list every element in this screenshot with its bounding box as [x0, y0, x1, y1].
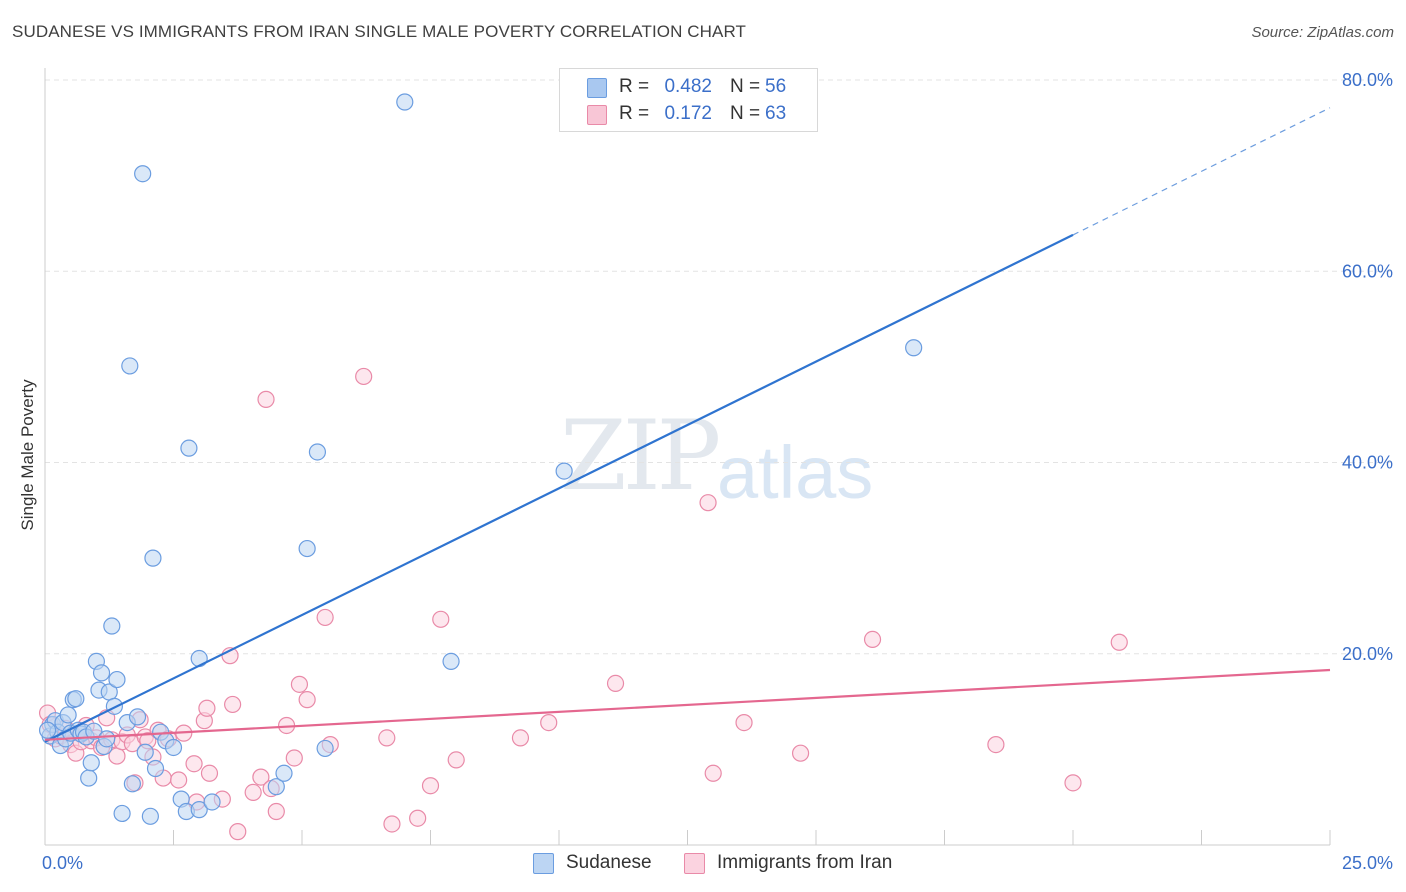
point-sudanese	[141, 807, 159, 825]
point-iran	[355, 367, 373, 386]
legend-swatch-iran	[684, 853, 705, 874]
legend-swatch-sudanese	[587, 78, 607, 98]
point-sudanese	[82, 754, 100, 772]
point-iran	[511, 729, 530, 747]
point-sudanese	[275, 764, 293, 782]
point-sudanese	[103, 617, 121, 635]
point-iran	[383, 815, 401, 833]
point-iran	[699, 494, 717, 512]
y-tick-label: 40.0%	[1342, 453, 1393, 473]
point-sudanese	[396, 93, 414, 111]
point-sudanese	[59, 706, 77, 724]
y-axis-label: Single Male Poverty	[18, 379, 37, 531]
legend-label: Immigrants from Iran	[717, 852, 893, 873]
point-iran	[1064, 774, 1082, 792]
point-iran	[378, 729, 396, 747]
legend-r-value: 0.172	[664, 103, 712, 124]
point-sudanese	[905, 339, 923, 357]
chart-title: SUDANESE VS IMMIGRANTS FROM IRAN SINGLE …	[12, 22, 747, 41]
point-sudanese	[144, 549, 162, 567]
point-sudanese	[267, 778, 285, 796]
legend-n-label: N =	[730, 103, 761, 124]
point-iran	[290, 675, 309, 693]
watermark-zip: ZIP	[560, 400, 721, 512]
point-iran	[252, 768, 270, 786]
point-iran	[735, 713, 753, 732]
point-iran	[229, 823, 247, 841]
point-iran	[224, 695, 242, 714]
point-sudanese	[98, 730, 116, 748]
point-iran	[285, 749, 303, 767]
point-iran	[185, 755, 203, 773]
point-sudanese	[123, 775, 141, 793]
legend-label: Sudanese	[566, 852, 652, 873]
trendline-sudanese-extension	[1072, 107, 1331, 236]
watermark-atlas: atlas	[717, 431, 874, 514]
point-sudanese	[108, 670, 126, 689]
point-iran	[298, 691, 316, 709]
point-sudanese	[136, 743, 154, 761]
point-iran	[257, 390, 275, 408]
point-iran	[200, 764, 219, 782]
point-sudanese	[80, 769, 98, 787]
legend-row-sudanese: R = 0.482 N = 56	[560, 75, 817, 101]
point-iran	[606, 674, 625, 692]
x-tick-label: 0.0%	[42, 853, 83, 873]
point-iran	[198, 699, 216, 717]
point-iran	[540, 713, 558, 732]
point-iran	[409, 809, 427, 827]
point-iran	[432, 610, 450, 628]
point-sudanese	[298, 539, 316, 558]
point-sudanese	[134, 165, 152, 183]
point-iran	[704, 764, 722, 782]
point-sudanese	[190, 801, 208, 819]
point-sudanese	[180, 439, 198, 457]
point-sudanese	[67, 690, 85, 708]
point-iran	[447, 751, 465, 769]
legend-row-iran: R = 0.172 N = 63	[560, 102, 817, 128]
legend-swatch-iran	[587, 105, 607, 125]
point-iran	[421, 777, 440, 795]
point-sudanese	[146, 759, 165, 778]
legend-r-label: R =	[619, 103, 650, 124]
point-iran	[244, 783, 262, 802]
chart-source: Source: ZipAtlas.com	[1251, 24, 1394, 41]
legend-n-value: 63	[765, 103, 787, 124]
point-iran	[170, 771, 188, 789]
point-iran	[316, 608, 334, 627]
trendline-sudanese	[44, 233, 1074, 743]
point-sudanese	[121, 357, 139, 375]
point-iran	[863, 630, 882, 649]
point-sudanese	[555, 462, 573, 480]
y-tick-label: 60.0%	[1342, 261, 1393, 281]
point-sudanese	[203, 793, 221, 811]
point-sudanese	[113, 804, 131, 823]
point-sudanese	[128, 708, 147, 726]
y-tick-label: 20.0%	[1342, 644, 1393, 664]
legend-r-value: 0.482	[664, 76, 712, 97]
point-iran	[1110, 633, 1128, 651]
point-iran	[791, 744, 810, 762]
correlation-legend: R = 0.482 N = 56 R = 0.172 N = 63	[559, 68, 818, 132]
point-sudanese	[38, 721, 57, 739]
y-tick-label: 80.0%	[1342, 70, 1393, 90]
point-iran	[987, 735, 1005, 754]
trendline-iran	[44, 668, 1331, 741]
point-sudanese	[164, 738, 183, 757]
legend-swatch-sudanese	[533, 853, 554, 874]
point-sudanese	[92, 664, 111, 682]
point-sudanese	[316, 739, 334, 758]
x-tick-label: 25.0%	[1342, 853, 1393, 873]
legend-n-label: N =	[730, 76, 761, 97]
legend-r-label: R =	[619, 76, 650, 97]
point-sudanese	[442, 652, 460, 671]
point-sudanese	[85, 722, 103, 740]
point-sudanese	[308, 443, 327, 461]
point-iran	[267, 802, 285, 821]
legend-n-value: 56	[765, 76, 787, 97]
